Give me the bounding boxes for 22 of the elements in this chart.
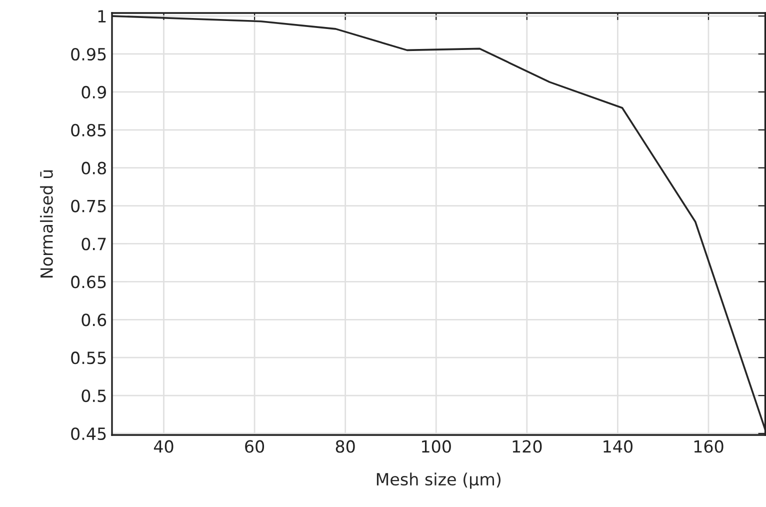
y-axis-title: Normalised ū	[40, 170, 53, 278]
y-tick-label: 0.9	[82, 86, 106, 99]
y-tick-label: 0.85	[71, 124, 106, 136]
y-tick-label: 0.45	[71, 427, 106, 440]
y-tick-label: 0.55	[71, 352, 106, 364]
x-tick-label: 100	[422, 440, 451, 453]
y-tick-label: 0.7	[82, 238, 106, 250]
line-series	[112, 15, 766, 431]
x-axis-title: Mesh size (µm)	[376, 472, 501, 489]
x-tick-label: 40	[154, 440, 174, 453]
x-tick-label: 120	[512, 440, 542, 453]
x-tick-label: 160	[694, 440, 724, 453]
y-tick-label: 0.65	[71, 276, 106, 288]
x-tick-label: 80	[336, 440, 355, 453]
x-tick-label: 60	[245, 440, 264, 453]
y-tick-label: 1	[98, 10, 106, 22]
x-tick-label: 140	[604, 440, 632, 453]
y-tick-label: 0.75	[71, 200, 106, 212]
y-tick-label: 0.6	[82, 314, 106, 326]
y-tick-label: 0.8	[82, 162, 106, 174]
y-tick-label: 0.95	[71, 48, 106, 61]
y-tick-label: 0.5	[82, 389, 106, 402]
